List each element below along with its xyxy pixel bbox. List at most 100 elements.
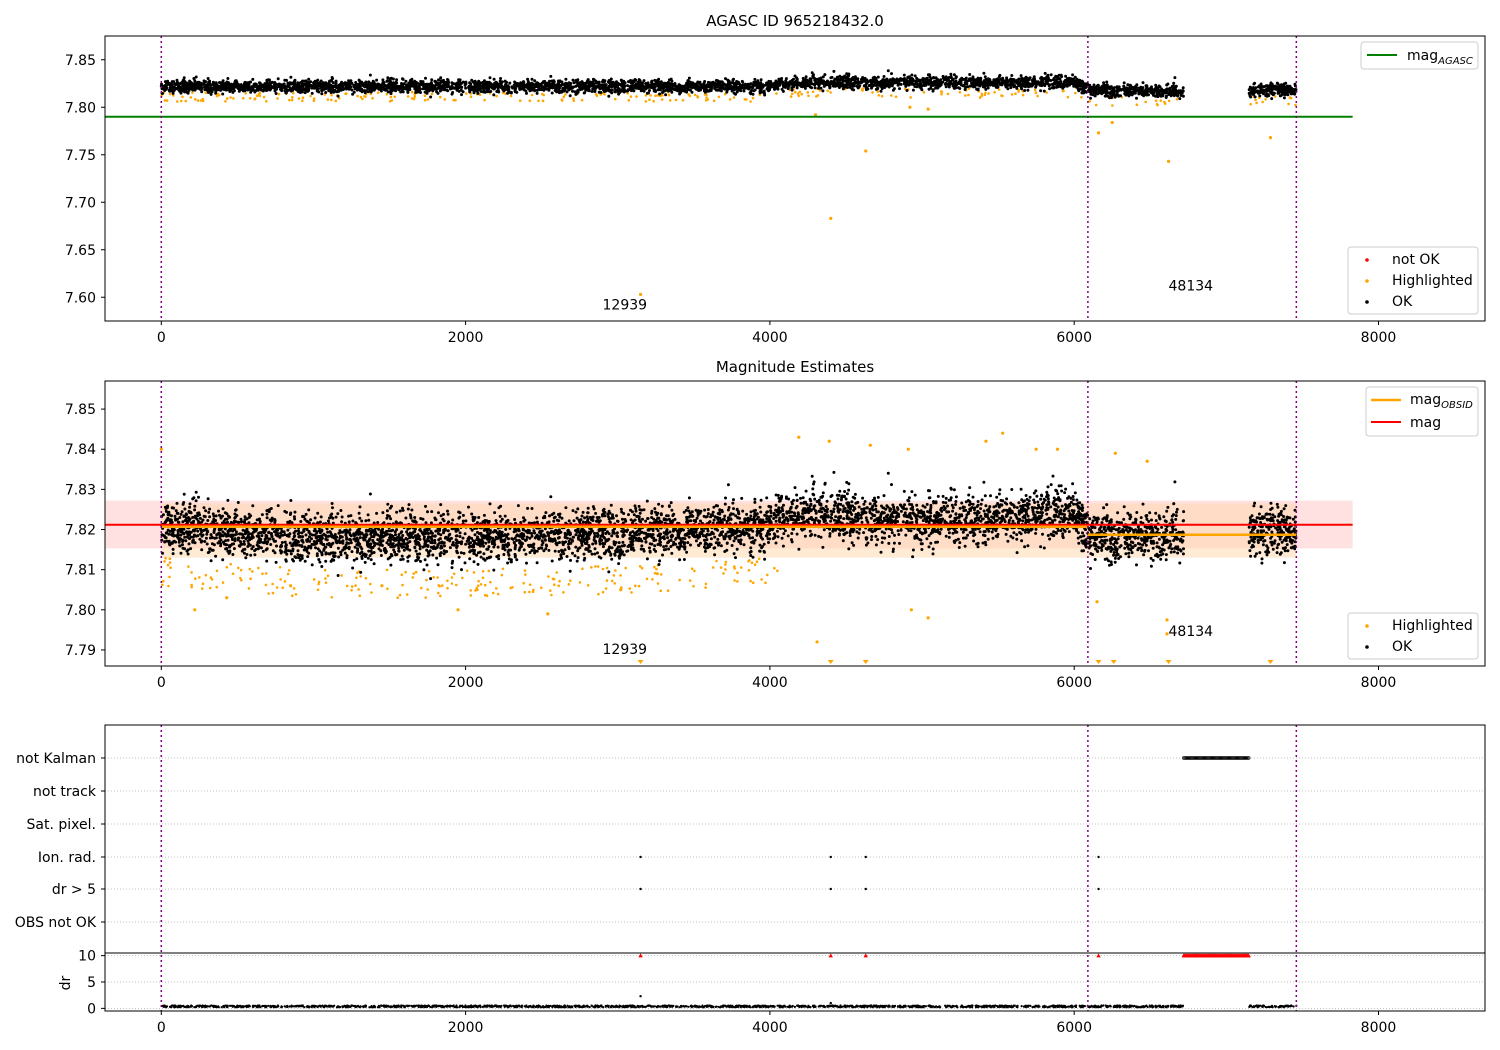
flag-point-not-kalman <box>1227 756 1232 760</box>
flag-point-not-kalman <box>1243 756 1248 760</box>
ok-points <box>159 69 1298 101</box>
highlighted-point <box>1095 600 1099 604</box>
dr-points <box>161 1004 1298 1009</box>
flag-point-dr-gt-5 <box>829 887 832 891</box>
flag-point-not-kalman <box>1194 756 1199 760</box>
x-tick-label: 2000 <box>448 675 484 691</box>
flag-point-not-kalman <box>1189 756 1193 760</box>
y-tick-label: 7.80 <box>65 603 96 619</box>
flags-panel-x-axis: 0 2000 4000 6000 8000 <box>157 1011 1396 1036</box>
dr-capped-marker <box>638 953 643 958</box>
status-legend-top: not OK Highlighted OK <box>1347 246 1479 315</box>
dr-axis-label: dr <box>58 975 74 990</box>
y-tick-label: 7.65 <box>65 243 96 259</box>
flag-point-not-kalman <box>1219 756 1223 760</box>
flag-point-not-kalman <box>1224 756 1229 760</box>
highlighted-point <box>797 435 801 439</box>
highlighted-point <box>159 447 163 451</box>
x-tick-label: 2000 <box>448 330 484 346</box>
highlighted-point <box>456 608 460 612</box>
flag-point-not-kalman <box>1203 756 1207 760</box>
flag-point-not-kalman <box>1222 756 1226 760</box>
flag-point-not-kalman <box>1241 756 1246 760</box>
flag-point-ion-rad <box>1097 855 1100 859</box>
highlighted-point <box>1001 431 1005 435</box>
x-tick-label: 6000 <box>1056 330 1092 346</box>
highlighted-outlier <box>864 149 868 153</box>
y-tick-label: 7.85 <box>65 402 96 418</box>
flag-point-not-kalman <box>1183 756 1187 760</box>
clipped-point-marker <box>1095 660 1102 664</box>
agasc-panel-title: AGASC ID 965218432.0 <box>706 12 884 30</box>
flag-point-not-kalman <box>1223 756 1227 760</box>
legend-label-mag-obsid: magOBSID <box>1410 392 1473 411</box>
y-tick-label: 7.75 <box>65 148 96 164</box>
highlighted-outlier <box>813 113 818 117</box>
flag-point-not-kalman <box>1207 756 1212 760</box>
clipped-point-marker <box>827 660 834 664</box>
dr-capped-marker <box>1096 953 1101 958</box>
flag-point-not-kalman <box>1216 756 1220 760</box>
dr-tick-label: 0 <box>87 1001 96 1017</box>
highlighted-point <box>909 608 913 612</box>
x-tick-label: 4000 <box>752 330 788 346</box>
flag-point-not-kalman <box>1200 756 1204 760</box>
flag-row-label: Sat. pixel. <box>27 817 96 833</box>
flag-point-not-kalman <box>1235 756 1239 760</box>
agasc-panel-annotations: 12939 48134 <box>603 279 1214 314</box>
flag-point-not-kalman <box>1242 756 1247 760</box>
highlighted-point <box>868 443 872 447</box>
flag-row-labels: not Kalman not track Sat. pixel. Ion. rad. d… <box>15 751 105 931</box>
highlighted-point <box>655 572 659 576</box>
highlighted-outlier <box>926 107 930 111</box>
y-tick-label: 7.79 <box>65 643 96 659</box>
flag-point-not-kalman <box>1239 756 1243 760</box>
highlighted-point <box>1034 447 1038 451</box>
y-tick-label: 7.83 <box>65 482 96 498</box>
flag-point-not-kalman <box>1182 756 1186 760</box>
legend-marker-highlighted <box>1365 279 1369 283</box>
y-tick-label: 7.85 <box>65 53 96 69</box>
highlighted-point <box>193 608 197 612</box>
flag-point-not-kalman <box>1186 756 1190 760</box>
highlighted-point <box>827 439 831 443</box>
x-tick-label: 0 <box>157 675 166 691</box>
x-tick-label: 6000 <box>1056 1020 1092 1036</box>
magnitude-panel-x-axis: 0 2000 4000 6000 8000 <box>157 666 1396 691</box>
flag-point-not-kalman <box>1205 756 1209 760</box>
annotation-obsid-12939: 12939 <box>603 642 648 658</box>
flag-point-not-kalman <box>1221 756 1225 760</box>
magnitude-panel-y-axis: 7.79 7.80 7.81 7.82 7.83 7.84 7.85 <box>65 402 105 659</box>
agasc-panel: AGASC ID 965218432.0 7.60 7.65 7.70 7.75 7.8… <box>65 12 1486 346</box>
flag-point-dr-gt-5 <box>864 887 867 891</box>
legend-marker-not-ok <box>1365 258 1369 262</box>
highlighted-point <box>1055 447 1060 451</box>
agasc-panel-frame <box>104 35 1486 322</box>
flag-point-not-kalman <box>1220 756 1224 760</box>
x-tick-label: 2000 <box>448 1020 484 1036</box>
flag-point-not-kalman <box>1232 756 1236 760</box>
highlighted-point <box>926 616 930 620</box>
flag-point-not-kalman <box>1238 756 1242 760</box>
x-tick-label: 0 <box>157 330 166 346</box>
annotation-obsid-48134: 48134 <box>1169 279 1214 295</box>
clipped-point-marker <box>862 660 869 664</box>
highlighted-outlier <box>1110 120 1114 125</box>
flag-point-not-kalman <box>1191 756 1196 760</box>
flag-point-not-kalman <box>1185 756 1189 760</box>
flag-row-label: OBS not OK <box>15 915 97 931</box>
magnitude-panel-annotations: 12939 48134 <box>603 624 1214 658</box>
highlighted-outlier <box>829 216 833 220</box>
flag-point-not-kalman <box>1204 756 1208 760</box>
highlighted-outlier <box>1166 159 1171 163</box>
flag-point-not-kalman <box>1247 756 1251 760</box>
magnitude-panel-marks <box>105 381 1353 666</box>
highlighted-outlier <box>638 292 643 296</box>
legend-label-mag: mag <box>1410 415 1441 431</box>
y-tick-label: 7.82 <box>65 523 96 539</box>
clipped-point-marker <box>1110 660 1117 664</box>
dr-tick-label: 10 <box>78 949 96 965</box>
y-tick-label: 7.60 <box>65 290 96 306</box>
flag-point-not-kalman <box>1206 756 1210 760</box>
y-tick-label: 7.81 <box>65 563 96 579</box>
